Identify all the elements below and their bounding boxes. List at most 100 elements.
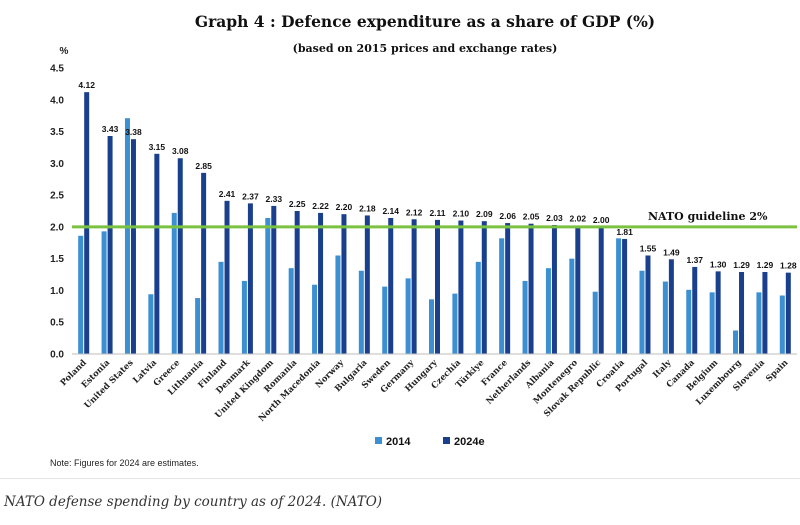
bar-2024e-türkiye	[481, 221, 487, 354]
bar-2024e-latvia	[154, 153, 160, 354]
legend-label-2014: 2014	[386, 436, 411, 448]
y-tick-label: 2.5	[50, 191, 64, 202]
bar-2024e-portugal	[645, 255, 651, 354]
data-label: 2.20	[336, 202, 353, 212]
bar-2024e-north-macedonia	[318, 212, 324, 354]
bar-group	[78, 92, 791, 354]
bar-2024e-united-kingdom	[271, 205, 277, 354]
bar-2024e-sweden	[388, 217, 394, 354]
bar-2014-north-macedonia	[312, 284, 318, 354]
bar-2014-spain	[779, 295, 785, 354]
data-label: 2.14	[382, 206, 399, 216]
y-tick-label: 1.5	[50, 254, 64, 265]
bar-2014-netherlands	[522, 280, 528, 354]
bar-2014-canada	[686, 289, 692, 354]
bar-2024e-albania	[551, 224, 557, 354]
bar-2024e-finland	[224, 200, 230, 354]
data-label: 2.12	[406, 207, 423, 217]
y-tick-label: 4.5	[50, 64, 64, 75]
bar-2024e-estonia	[107, 136, 113, 354]
bar-2024e-united-states	[130, 139, 136, 354]
bar-2024e-slovak-republic	[598, 226, 604, 354]
data-label: 3.08	[172, 146, 189, 156]
data-label: 2.85	[195, 161, 212, 171]
bar-2024e-canada	[692, 266, 698, 354]
chart-subtitle: (based on 2015 prices and exchange rates…	[293, 42, 558, 55]
data-label: 1.49	[663, 247, 680, 257]
bar-2014-luxembourg	[733, 330, 739, 354]
legend-swatch-2024e	[443, 437, 450, 444]
bar-2014-denmark	[241, 280, 247, 354]
bar-2024e-croatia	[622, 238, 628, 354]
bar-2024e-hungary	[435, 219, 440, 354]
bar-2014-united-kingdom	[265, 217, 271, 354]
data-labels: 4.12 3.43 3.38 3.15 3.08 2.85 2.41 2.37 2.33 2.25…	[78, 80, 796, 270]
bar-2014-albania	[545, 268, 551, 354]
y-tick-label: 2.0	[50, 222, 64, 233]
bar-2014-poland	[78, 235, 84, 354]
bar-2024e-belgium	[715, 271, 721, 354]
data-label: 3.15	[149, 142, 166, 152]
legend-swatch-2014	[375, 437, 382, 444]
data-label: 3.38	[125, 127, 142, 137]
bar-2024e-germany	[411, 219, 417, 354]
data-label: 2.11	[429, 208, 445, 218]
bar-2014-germany	[405, 278, 411, 354]
image-caption: NATO defense spending by country as of 2…	[4, 494, 383, 510]
bar-2014-sweden	[382, 286, 388, 354]
data-label: 2.00	[593, 215, 610, 225]
bar-2014-romania	[288, 268, 294, 354]
chart-title: Graph 4 : Defence expenditure as a share…	[195, 12, 655, 31]
data-label: 3.43	[102, 124, 119, 134]
y-tick-label: 0.5	[50, 318, 64, 329]
y-tick-label: 3.0	[50, 159, 64, 170]
data-label: 2.22	[312, 201, 329, 211]
data-label: 1.29	[757, 260, 774, 270]
bar-2014-norway	[335, 255, 341, 354]
bar-2024e-france	[505, 223, 511, 354]
data-label: 1.30	[710, 259, 727, 269]
bar-2024e-montenegro	[575, 225, 581, 354]
y-tick-label: 0.0	[50, 350, 64, 361]
legend-label-2024e: 2024e	[454, 436, 485, 448]
data-label: 2.33	[266, 194, 283, 204]
bar-2014-bulgaria	[358, 270, 364, 354]
data-label: 2.25	[289, 199, 306, 209]
bar-2014-latvia	[148, 294, 154, 354]
bar-2024e-spain	[785, 272, 791, 354]
bar-2024e-romania	[294, 211, 300, 354]
data-label: 2.03	[546, 213, 563, 223]
y-tick-label: 4.0	[50, 95, 64, 106]
y-tick-label: 1.0	[50, 286, 64, 297]
data-label: 2.18	[359, 203, 376, 213]
legend: 2014 2024e	[375, 436, 485, 448]
y-axis-label: %	[60, 46, 69, 57]
bar-2024e-poland	[84, 92, 90, 354]
data-label: 2.37	[242, 191, 259, 201]
bar-2014-croatia	[616, 238, 622, 354]
data-label: 2.41	[219, 189, 236, 199]
bar-2024e-netherlands	[528, 223, 534, 354]
bar-2014-finland	[218, 261, 224, 354]
data-label: 1.29	[733, 260, 750, 270]
bar-2014-lithuania	[195, 298, 201, 354]
data-label: 2.09	[476, 209, 493, 219]
bar-2014-slovak-republic	[592, 291, 598, 354]
divider	[0, 478, 800, 479]
bar-2024e-norway	[341, 214, 347, 354]
data-label: 1.28	[780, 261, 797, 271]
data-label: 2.02	[570, 214, 587, 224]
bar-2014-hungary	[429, 299, 434, 354]
bar-2024e-lithuania	[201, 172, 207, 354]
bar-2024e-bulgaria	[364, 215, 370, 354]
data-label: 1.37	[686, 255, 703, 265]
bar-2014-france	[499, 238, 505, 354]
bar-2024e-czechia	[458, 220, 464, 354]
data-label: 2.05	[523, 212, 540, 222]
bar-2024e-denmark	[247, 203, 253, 354]
nato-guideline-label: NATO guideline 2%	[648, 210, 768, 223]
bar-2014-türkiye	[475, 261, 481, 354]
bar-2014-estonia	[101, 231, 107, 354]
y-axis-ticks: 0.0 0.5 1.0 1.5 2.0 2.5 3.0 3.5 4.0 4.5	[50, 64, 64, 361]
